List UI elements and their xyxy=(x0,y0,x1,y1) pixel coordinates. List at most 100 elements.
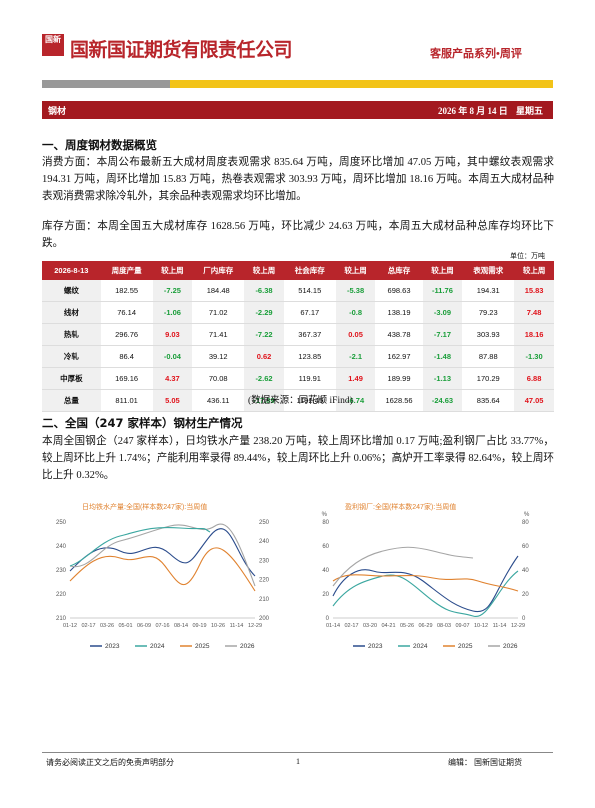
x-tick-label: 11-14 xyxy=(230,623,244,629)
table-cell: 70.08 xyxy=(192,367,245,390)
table-cell: 9.03 xyxy=(152,323,193,346)
header-cell: 较上周 xyxy=(514,261,554,280)
line xyxy=(69,523,256,587)
deco-bar xyxy=(42,80,170,88)
y2-tick-label: 200 xyxy=(259,616,270,622)
line xyxy=(332,570,519,617)
table-cell: -1.48 xyxy=(422,345,463,368)
line xyxy=(69,528,256,577)
header-cell: 社会库存 xyxy=(283,261,336,280)
table-cell: 中厚板 xyxy=(42,367,101,390)
table-cell: -6.74 xyxy=(335,389,376,412)
x-tick-label: 09-07 xyxy=(455,623,469,629)
table-cell: 1.49 xyxy=(335,367,376,390)
table-cell: -0.8 xyxy=(335,301,376,324)
table-cell: 67.17 xyxy=(283,301,336,324)
table-cell: 冷轧 xyxy=(42,345,101,368)
table-row: 线材 76.14 -1.06 71.02 -2.29 67.17 -0.8 138.19 -3.… xyxy=(42,301,554,324)
table-cell: 0.05 xyxy=(335,323,376,346)
data-table: 2026-8-13 周度产量 较上周 厂内库存 较上周 社会库存 较上周 总库存 较上周 表观需求… xyxy=(42,261,554,412)
table-cell: 698.63 xyxy=(375,280,423,302)
table-cell: -17.89 xyxy=(244,389,284,412)
table-cell: -7.25 xyxy=(152,280,193,302)
chart-title: 盈利钢厂:全国(样本数247家):当周值 xyxy=(345,502,456,511)
table-cell: 螺纹 xyxy=(42,280,101,302)
table-cell: 367.37 xyxy=(283,323,336,346)
table-cell: 123.85 xyxy=(283,345,336,368)
y-tick-label: 240 xyxy=(56,544,67,550)
axis-unit: % xyxy=(322,512,328,518)
table-cell: 15.83 xyxy=(514,280,554,302)
header-cell: 表观需求 xyxy=(462,261,515,280)
y2-tick-label: 240 xyxy=(259,539,270,545)
banner-date: 2026 年 8 月 14 日 xyxy=(438,106,508,116)
x-tick-label: 06-29 xyxy=(418,623,432,629)
y-tick-label: 0 xyxy=(326,616,330,622)
table-cell: 5.05 xyxy=(152,389,193,412)
banner xyxy=(42,101,553,119)
x-tick-label: 12-29 xyxy=(248,623,262,629)
legend-label: 2026 xyxy=(240,643,255,650)
x-tick-label: 01-14 xyxy=(326,623,340,629)
table-cell: 6.88 xyxy=(514,367,554,390)
table-cell: 436.11 xyxy=(192,389,245,412)
y-tick-label: 230 xyxy=(56,568,67,574)
table-cell: 86.4 xyxy=(100,345,153,368)
footer-disclaimer: 请务必阅读正文之后的免责声明部分 xyxy=(46,758,174,767)
table-cell: -11.76 xyxy=(422,280,463,302)
y-tick-label: 210 xyxy=(56,616,67,622)
x-tick-label: 08-14 xyxy=(174,623,188,629)
banner-weekday: 星期五 xyxy=(516,106,544,116)
y2-tick-label: 80 xyxy=(522,520,529,526)
x-tick-label: 07-16 xyxy=(155,623,169,629)
table-cell: 79.23 xyxy=(462,301,515,324)
table-cell: -0.04 xyxy=(152,345,193,368)
table-cell: 169.16 xyxy=(100,367,153,390)
footer-rule xyxy=(42,752,553,753)
section-title: 二、全国（247 家样本）钢材生产情况 xyxy=(42,416,243,430)
paragraph: 库存方面：本周全国五大成材库存 1628.56 万吨，环比减少 24.63 万吨… xyxy=(42,221,554,249)
table-cell: 162.97 xyxy=(375,345,423,368)
x-tick-label: 11-14 xyxy=(493,623,507,629)
line xyxy=(69,547,256,592)
header-cell: 2026-8-13 xyxy=(42,261,101,280)
header-cell: 较上周 xyxy=(152,261,193,280)
legend-label: 2024 xyxy=(150,643,165,650)
table-cell: 170.29 xyxy=(462,367,515,390)
x-tick-label: 10-26 xyxy=(211,623,225,629)
paragraph: 消费方面：本周公布最新五大成材周度表观需求 835.64 万吨，周度环比增加 4… xyxy=(42,157,554,202)
chart: 盈利钢厂:全国(样本数247家):当周值% % 80 60 40 20 0 80 60 40 20 0… xyxy=(303,496,555,664)
table-row: 螺纹 182.55 -7.25 184.48 -6.38 514.15 -5.38 698.6… xyxy=(42,280,554,302)
table-cell: 303.93 xyxy=(462,323,515,346)
table-cell: 47.05 xyxy=(514,389,554,412)
table-cell: -1.06 xyxy=(152,301,193,324)
x-tick-label: 04-21 xyxy=(381,623,395,629)
y2-tick-label: 230 xyxy=(259,558,270,564)
chart-bg xyxy=(303,496,555,664)
table-cell: 189.99 xyxy=(375,367,423,390)
line xyxy=(69,527,211,567)
header-cell: 较上周 xyxy=(335,261,376,280)
table-cell: 总量 xyxy=(42,389,101,412)
table-cell: 76.14 xyxy=(100,301,153,324)
table-cell: 热轧 xyxy=(42,323,101,346)
table-cell: 39.12 xyxy=(192,345,245,368)
y-tick-label: 250 xyxy=(56,520,67,526)
table-row: 热轧 296.76 9.03 71.41 -7.22 367.37 0.05 438.78 -7… xyxy=(42,323,554,346)
x-tick-label: 02-17 xyxy=(344,623,358,629)
table-cell: -3.09 xyxy=(422,301,463,324)
header-cell: 较上周 xyxy=(422,261,463,280)
legend-label: 2024 xyxy=(413,643,428,650)
page-number: 1 xyxy=(296,757,300,766)
series-title: 客服产品系列•周评 xyxy=(430,48,522,60)
table-cell: 71.02 xyxy=(192,301,245,324)
header-cell: 周度产量 xyxy=(100,261,153,280)
table-cell: -2.29 xyxy=(244,301,284,324)
table-cell: 514.15 xyxy=(283,280,336,302)
table-cell: 1628.56 xyxy=(375,389,423,412)
y2-tick-label: 210 xyxy=(259,597,270,603)
table-row: 中厚板 169.16 4.37 70.08 -2.62 119.91 1.49 189.99-… xyxy=(42,367,554,390)
x-tick-label: 05-01 xyxy=(118,623,132,629)
table-cell: 194.31 xyxy=(462,280,515,302)
